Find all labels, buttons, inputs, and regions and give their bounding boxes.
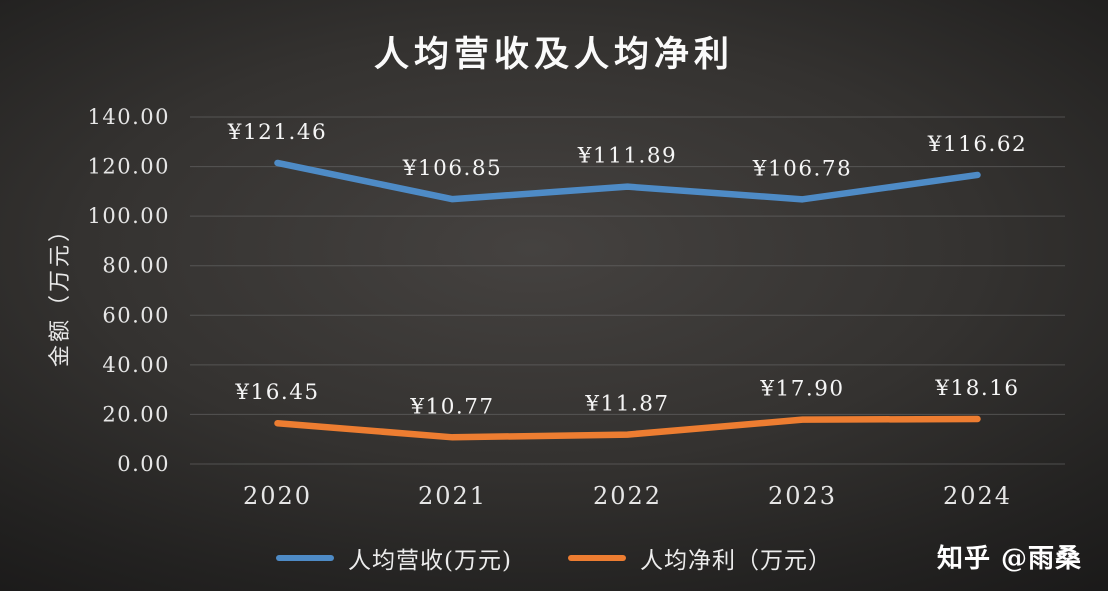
- data-label: ¥116.62: [927, 132, 1027, 157]
- x-tick-label: 2024: [943, 482, 1012, 510]
- x-tick-label: 2023: [768, 482, 837, 510]
- y-tick-label: 0.00: [117, 452, 170, 476]
- data-label: ¥18.16: [934, 376, 1019, 401]
- legend-label: 人均净利（万元）: [639, 548, 832, 574]
- y-tick-label: 60.00: [102, 303, 170, 327]
- y-tick-label: 120.00: [88, 155, 170, 179]
- data-label: ¥106.85: [402, 156, 502, 181]
- x-tick-label: 2020: [243, 482, 312, 510]
- y-tick-label: 100.00: [88, 204, 170, 228]
- series-line: [274, 159, 981, 203]
- watermark: 知乎 @雨桑: [936, 544, 1082, 574]
- y-tick-label: 20.00: [102, 402, 170, 426]
- x-tick-label: 2021: [418, 482, 487, 510]
- x-tick-label: 2022: [593, 482, 662, 510]
- y-tick-label: 80.00: [102, 254, 170, 278]
- legend-item: 人均营收(万元): [276, 541, 512, 575]
- data-label: ¥17.90: [759, 377, 844, 402]
- y-tick-label: 140.00: [88, 105, 170, 129]
- legend-item: 人均净利（万元）: [567, 541, 832, 575]
- chart-legend: 人均营收(万元) 人均净利（万元）: [0, 541, 1108, 575]
- series-line: [274, 415, 981, 441]
- legend-line-swatch: [567, 555, 626, 561]
- data-label: ¥10.77: [409, 394, 494, 419]
- data-label: ¥121.46: [227, 120, 327, 145]
- chart-title: 人均营收及人均净利: [373, 34, 734, 75]
- data-label: ¥11.87: [584, 392, 669, 417]
- data-label: ¥16.45: [234, 380, 319, 405]
- legend-label: 人均营收(万元): [348, 548, 512, 574]
- legend-line-swatch: [276, 555, 335, 561]
- y-tick-label: 40.00: [102, 353, 170, 377]
- data-label: ¥106.78: [752, 156, 852, 181]
- data-label: ¥111.89: [577, 144, 677, 169]
